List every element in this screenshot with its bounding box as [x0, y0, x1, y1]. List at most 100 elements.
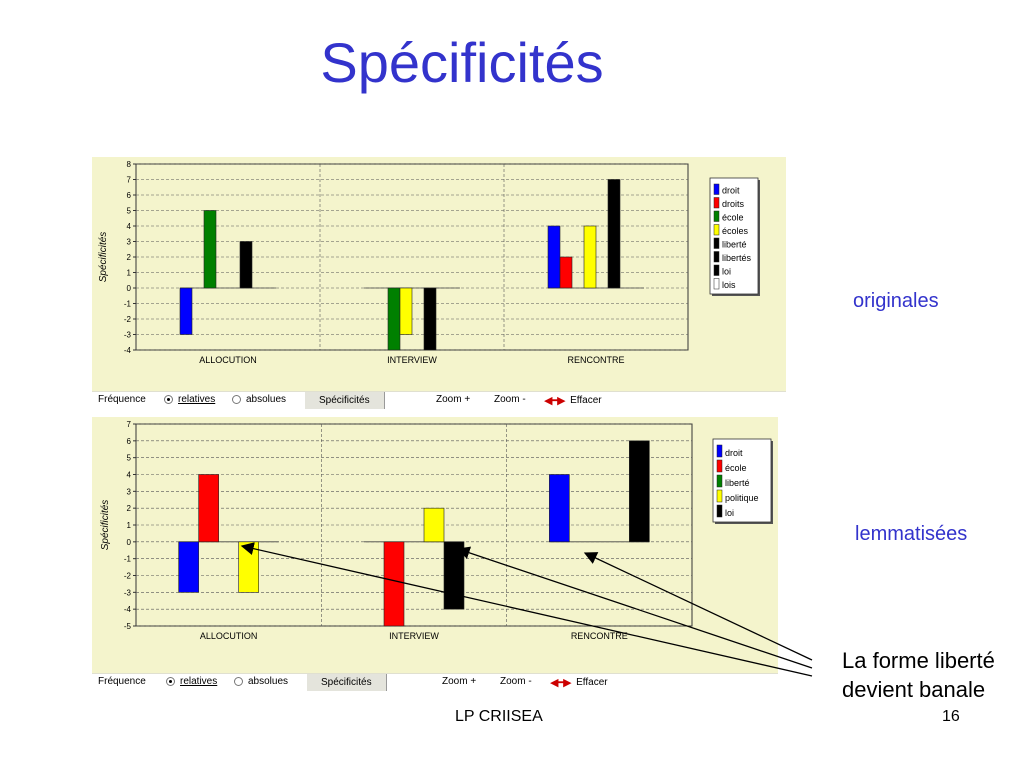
- legend-box: [712, 438, 772, 523]
- x-tick-label: RENCONTRE: [571, 631, 628, 641]
- bar: [607, 179, 621, 289]
- y-tick-label: 1: [127, 269, 132, 278]
- y-tick-label: -3: [124, 331, 132, 340]
- legend-label: liberté: [725, 478, 750, 488]
- radio-selected-icon: [166, 677, 175, 686]
- clear-button[interactable]: ◀━▶ Effacer: [544, 394, 602, 407]
- bar: [423, 287, 437, 351]
- y-tick-label: -2: [124, 315, 132, 324]
- absolues-label: absolues: [246, 394, 287, 405]
- frequence-label: Fréquence: [98, 394, 146, 405]
- x-tick-label: INTERVIEW: [389, 631, 439, 641]
- y-tick-label: -4: [124, 605, 132, 614]
- y-tick-label: 6: [127, 437, 132, 446]
- y-tick-label: 7: [127, 420, 132, 429]
- clear-button[interactable]: ◀━▶ Effacer: [550, 676, 608, 689]
- y-tick-label: 0: [127, 284, 132, 293]
- chart-panel-originales: 8 7 6 5 4 3 2 1 0 -1 -2 -3 -4 Spécificités ALLOCUTION I…: [92, 157, 786, 409]
- bar: [443, 541, 465, 610]
- y-tick-label: 4: [127, 222, 132, 231]
- bar: [547, 225, 561, 289]
- relatives-radio[interactable]: relatives: [166, 676, 217, 687]
- y-tick-label: 5: [127, 207, 132, 216]
- y-tick-label: 3: [127, 487, 132, 496]
- y-tick-label: 4: [127, 471, 132, 480]
- legend-swatch: [713, 183, 720, 195]
- legend-label: loi: [722, 267, 731, 277]
- y-tick-label: -5: [124, 622, 132, 631]
- y-tick-label: -3: [124, 588, 132, 597]
- annotation-line-1: La forme liberté: [842, 648, 995, 673]
- absolues-label: absolues: [248, 676, 289, 687]
- toolbar: Fréquence relatives absolues Spécificité…: [92, 391, 786, 409]
- legend-label: liberté: [722, 240, 747, 250]
- legend-swatch: [716, 459, 723, 473]
- radio-empty-icon: [232, 395, 241, 404]
- bar: [423, 507, 445, 543]
- zoom-out-button[interactable]: Zoom -: [494, 394, 526, 405]
- y-tick-label: 6: [127, 191, 132, 200]
- bar: [399, 287, 413, 335]
- legend-label: politique: [725, 493, 759, 503]
- y-tick-label: 8: [127, 160, 132, 169]
- bar: [387, 287, 401, 351]
- radio-empty-icon: [234, 677, 243, 686]
- footer-text: LP CRIISEA: [455, 708, 543, 725]
- label-lemmatisees: lemmatisées: [855, 523, 968, 545]
- chart-lemmatisees: 7 6 5 4 3 2 1 0 -1 -2 -3 -4 -5 Spécificités ALLOCUTION…: [100, 420, 773, 641]
- legend-swatch: [713, 264, 720, 276]
- y-tick-label: 2: [127, 504, 132, 513]
- relatives-radio[interactable]: relatives: [164, 394, 215, 405]
- y-tick-label: -1: [124, 555, 132, 564]
- bar: [198, 474, 219, 543]
- radio-selected-icon: [164, 395, 173, 404]
- legend-label: droits: [722, 199, 745, 209]
- legend-label: lois: [722, 280, 736, 290]
- legend-label: libertés: [722, 253, 752, 263]
- y-tick-label: 2: [127, 253, 132, 262]
- legend-swatch: [716, 474, 723, 488]
- legend-label: droit: [722, 186, 740, 196]
- bar: [238, 541, 259, 593]
- double-arrow-icon: ◀━▶: [544, 395, 566, 407]
- y-axis-label: Spécificités: [100, 500, 111, 551]
- bar: [549, 474, 570, 543]
- legend-swatch: [713, 210, 720, 222]
- relatives-label: relatives: [180, 676, 218, 687]
- chart-originales: 8 7 6 5 4 3 2 1 0 -1 -2 -3 -4 Spécificités ALLOCUTION I…: [98, 160, 760, 365]
- legend-swatch: [716, 504, 723, 518]
- y-tick-label: -1: [124, 300, 132, 309]
- bar: [629, 440, 650, 543]
- bar: [178, 541, 199, 593]
- x-tick-label: ALLOCUTION: [199, 355, 257, 365]
- absolues-radio[interactable]: absolues: [234, 676, 288, 687]
- y-tick-label: 7: [127, 176, 132, 185]
- page-number: 16: [942, 708, 960, 725]
- y-tick-label: -4: [124, 346, 132, 355]
- legend-swatch: [713, 278, 720, 290]
- annotation-note: La forme liberté devient banale: [842, 646, 995, 704]
- specificites-tab[interactable]: Spécificités: [304, 392, 385, 409]
- legend-swatch: [716, 489, 723, 503]
- frequence-label: Fréquence: [98, 676, 146, 687]
- y-tick-label: 0: [127, 538, 132, 547]
- bar: [559, 256, 573, 289]
- absolues-radio[interactable]: absolues: [232, 394, 286, 405]
- zoom-in-button[interactable]: Zoom +: [436, 394, 471, 405]
- specificites-tab[interactable]: Spécificités: [306, 674, 387, 691]
- clear-label: Effacer: [576, 677, 608, 688]
- x-tick-label: RENCONTRE: [567, 355, 624, 365]
- y-tick-label: 3: [127, 238, 132, 247]
- zoom-in-button[interactable]: Zoom +: [442, 676, 477, 687]
- x-tick-label: ALLOCUTION: [200, 631, 258, 641]
- legend-label: loi: [725, 508, 734, 518]
- bar: [239, 241, 253, 289]
- double-arrow-icon: ◀━▶: [550, 677, 572, 689]
- y-tick-label: 5: [127, 454, 132, 463]
- x-tick-label: INTERVIEW: [387, 355, 437, 365]
- legend-label: écoles: [722, 226, 749, 236]
- legend-label: école: [722, 213, 744, 223]
- slide-title: Spécificités: [320, 31, 604, 94]
- zoom-out-button[interactable]: Zoom -: [500, 676, 532, 687]
- legend-swatch: [716, 444, 723, 458]
